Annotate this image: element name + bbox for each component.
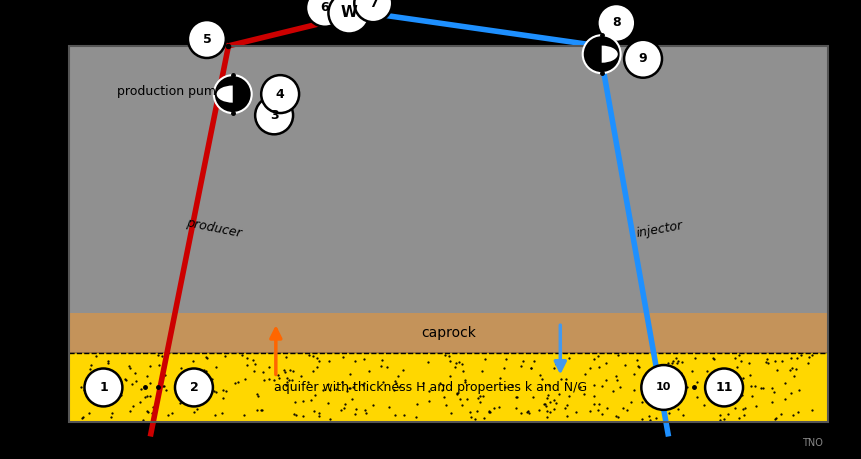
Ellipse shape xyxy=(597,4,635,42)
Text: injector: injector xyxy=(635,219,683,240)
Wedge shape xyxy=(216,85,232,103)
Wedge shape xyxy=(601,45,617,63)
Ellipse shape xyxy=(328,0,369,34)
Text: 9: 9 xyxy=(638,52,647,65)
Bar xyxy=(69,46,827,422)
Ellipse shape xyxy=(188,20,226,58)
Ellipse shape xyxy=(214,75,251,113)
Text: 10: 10 xyxy=(655,382,671,392)
Text: 3: 3 xyxy=(269,109,278,122)
Ellipse shape xyxy=(641,365,685,410)
Ellipse shape xyxy=(354,0,392,22)
Text: 8: 8 xyxy=(611,17,620,29)
Ellipse shape xyxy=(306,0,344,27)
Text: 7: 7 xyxy=(369,0,377,10)
Text: 1: 1 xyxy=(99,381,108,394)
Text: 11: 11 xyxy=(715,381,732,394)
Ellipse shape xyxy=(582,35,620,73)
Text: aquifer with thickness H and properties k and N/G: aquifer with thickness H and properties … xyxy=(274,381,587,394)
Ellipse shape xyxy=(84,369,122,406)
Text: 6: 6 xyxy=(320,1,329,14)
Ellipse shape xyxy=(623,40,661,78)
Text: 2: 2 xyxy=(189,381,198,394)
Ellipse shape xyxy=(255,96,293,134)
Text: TNO: TNO xyxy=(802,437,822,448)
Text: 4: 4 xyxy=(276,88,284,101)
Ellipse shape xyxy=(261,75,299,113)
Bar xyxy=(69,353,827,422)
Text: producer: producer xyxy=(185,216,242,240)
Ellipse shape xyxy=(704,369,742,406)
Ellipse shape xyxy=(175,369,213,406)
Text: 5: 5 xyxy=(202,33,211,45)
Bar xyxy=(69,313,827,353)
Text: caprock: caprock xyxy=(420,326,475,340)
Bar xyxy=(69,46,827,313)
Text: W: W xyxy=(340,6,357,20)
Text: production pump: production pump xyxy=(117,85,224,98)
